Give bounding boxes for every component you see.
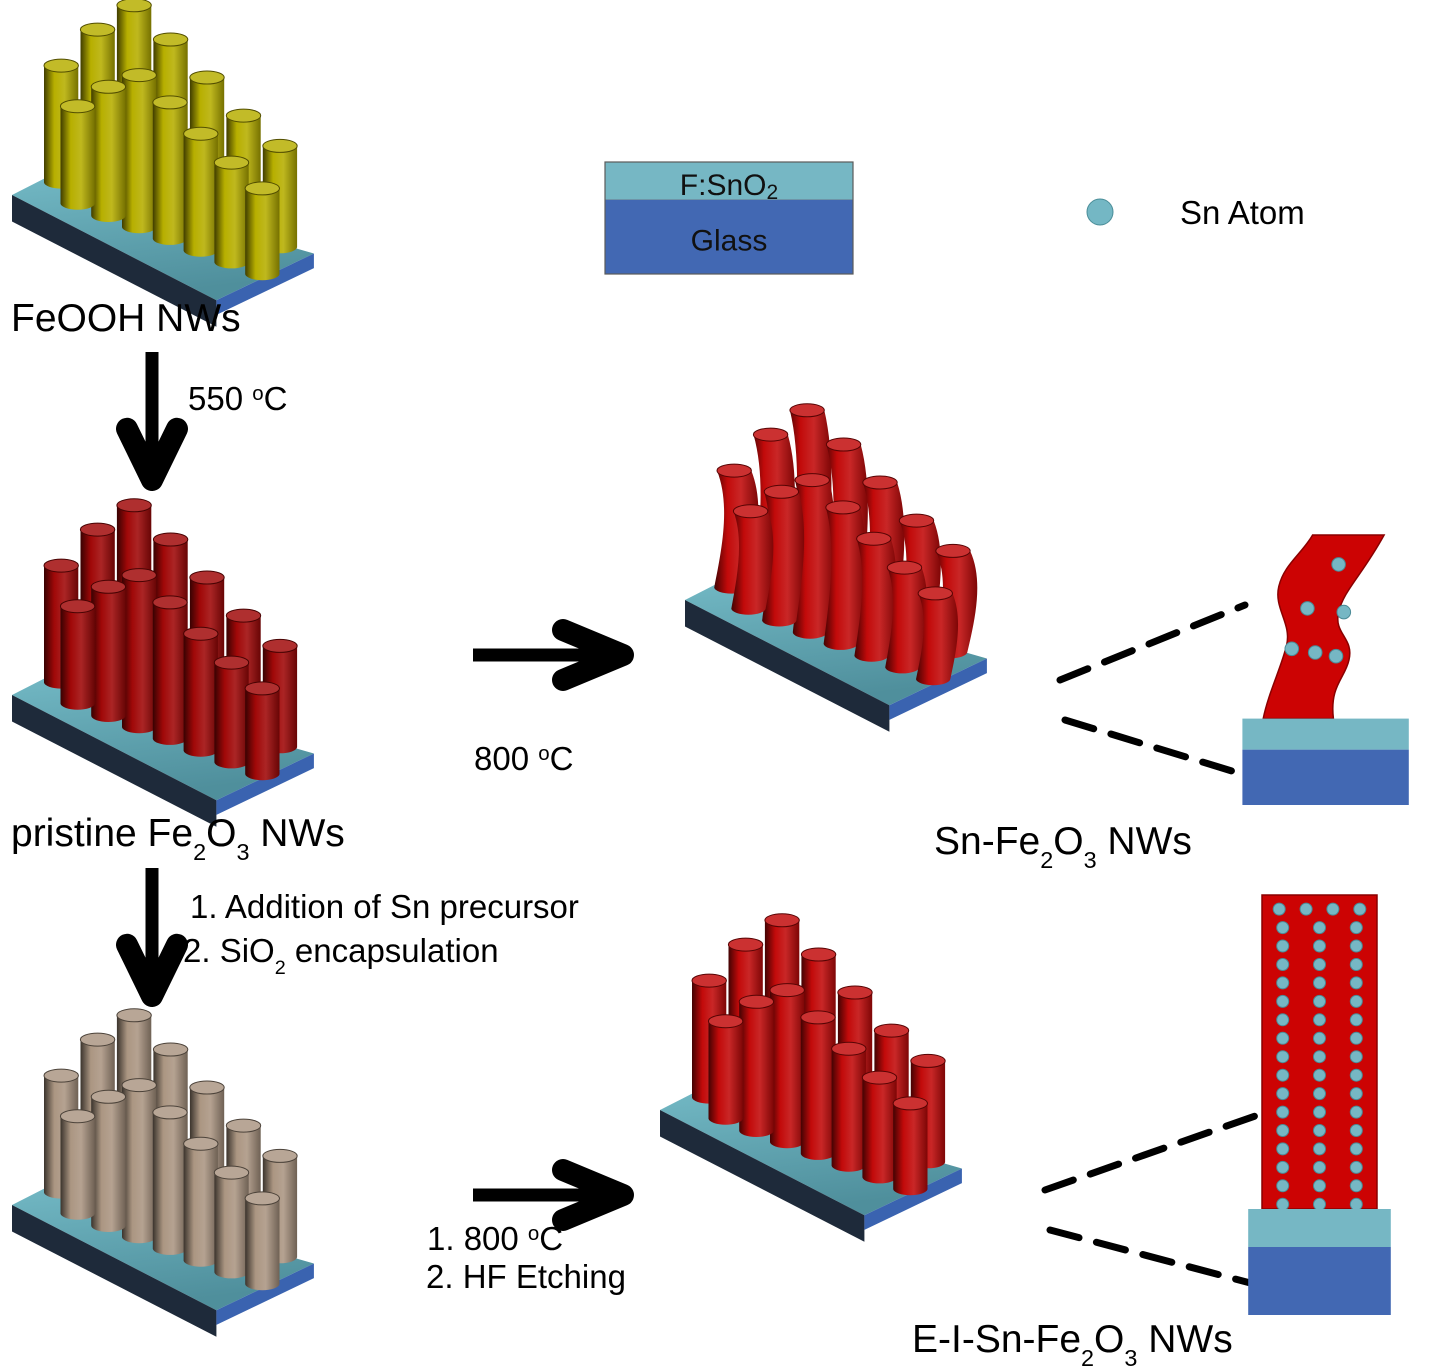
svg-text:Glass: Glass — [691, 225, 768, 258]
svg-text:F:SnO2: F:SnO2 — [680, 169, 778, 204]
